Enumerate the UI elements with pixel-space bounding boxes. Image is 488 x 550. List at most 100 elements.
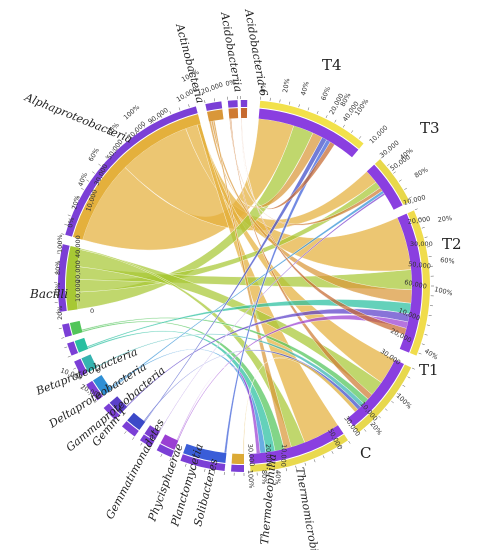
tick-mark bbox=[378, 415, 381, 419]
tick-label: 40,000 bbox=[74, 235, 82, 258]
tick-mark bbox=[424, 334, 428, 336]
tick-mark bbox=[82, 384, 86, 387]
tick-label: 80% bbox=[54, 261, 62, 275]
arc-band-actinobacteria bbox=[205, 101, 223, 111]
tick-mark bbox=[119, 142, 122, 146]
tick-mark bbox=[104, 413, 108, 416]
tick-label: 20,000 bbox=[264, 444, 273, 467]
tick-mark bbox=[151, 119, 154, 123]
arc-gemmatimonadetes bbox=[109, 396, 128, 415]
tick-mark bbox=[418, 352, 422, 355]
tick-mark bbox=[418, 217, 422, 220]
tick-mark bbox=[71, 205, 75, 208]
tick-mark bbox=[348, 440, 351, 444]
tick-mark bbox=[111, 149, 115, 152]
ribbon-deltaproteobacteria-t2 bbox=[86, 299, 412, 348]
tick-label: 60% bbox=[87, 146, 101, 163]
arc-thermomicrobia bbox=[231, 453, 244, 464]
tick-mark bbox=[397, 393, 400, 396]
ribbon-alphaproteobacteria-t1 bbox=[196, 123, 396, 383]
tick-label: 20% bbox=[56, 306, 64, 320]
arc-thermoleophilia bbox=[183, 443, 227, 464]
tick-label: 20,000 bbox=[200, 81, 224, 96]
tick-mark bbox=[398, 179, 402, 182]
tick-mark bbox=[64, 346, 68, 349]
tick-mark bbox=[276, 470, 278, 474]
tick-label: 30,000 bbox=[378, 139, 401, 160]
tick-mark bbox=[148, 447, 151, 451]
arc-betaproteobacteria bbox=[69, 320, 83, 336]
tick-mark bbox=[421, 343, 425, 345]
tick-label: 0% bbox=[225, 78, 237, 88]
tick-mark bbox=[408, 196, 412, 199]
tick-label: 10,000 bbox=[74, 279, 82, 302]
tick-label: 10,000 bbox=[368, 124, 390, 146]
tick-label: 20,000 bbox=[74, 260, 82, 283]
arc-band-solibacteres bbox=[156, 444, 175, 458]
tick-mark bbox=[402, 384, 406, 387]
tick-mark bbox=[124, 431, 127, 434]
tick-mark bbox=[313, 459, 316, 463]
arc-bacilli bbox=[66, 245, 81, 311]
tick-mark bbox=[426, 246, 430, 248]
arc-planctomycetia bbox=[144, 425, 160, 441]
tick-mark bbox=[104, 156, 108, 159]
tick-label: 20% bbox=[437, 214, 452, 224]
tick-label: 0 bbox=[95, 366, 102, 375]
arc-t2 bbox=[397, 213, 422, 353]
tick-label: 100% bbox=[434, 285, 454, 297]
tick-mark bbox=[371, 422, 374, 426]
arc-t3 bbox=[366, 164, 403, 210]
tick-mark bbox=[169, 458, 172, 461]
tick-mark bbox=[134, 130, 137, 133]
sample-label-t4: T4 bbox=[322, 56, 342, 74]
arc-band-thermomicrobia bbox=[231, 464, 244, 472]
tick-label: 60% bbox=[440, 256, 455, 265]
tick-mark bbox=[407, 376, 411, 379]
tick-mark bbox=[111, 420, 115, 423]
tick-label: 80% bbox=[260, 470, 268, 485]
tick-mark bbox=[380, 156, 384, 159]
tick-mark bbox=[391, 400, 394, 404]
tick-mark bbox=[160, 453, 163, 457]
tick-mark bbox=[86, 179, 90, 182]
sample-label-t1: T1 bbox=[419, 361, 439, 379]
class-label-alphaproteobacteria: Alphaproteobacteria bbox=[22, 90, 134, 145]
tick-mark bbox=[384, 408, 388, 411]
arc-solibacteres bbox=[160, 434, 179, 450]
arc-band-gammaproteobacteria bbox=[74, 358, 88, 377]
tick-mark bbox=[285, 468, 287, 472]
arc-t4 bbox=[258, 108, 359, 158]
tick-mark bbox=[414, 208, 418, 211]
tick-mark bbox=[364, 429, 367, 432]
tick-label: 20,000 bbox=[407, 215, 431, 226]
tick-label: 50,000 bbox=[408, 260, 431, 270]
tick-mark bbox=[61, 337, 65, 339]
tick-mark bbox=[298, 104, 300, 108]
sample-label-c: C bbox=[360, 444, 371, 462]
tick-mark bbox=[98, 163, 101, 166]
arc-band-gemmatimonadetes bbox=[103, 403, 120, 420]
arc-acidobacteriia bbox=[228, 108, 239, 119]
tick-mark bbox=[307, 107, 310, 111]
tick-mark bbox=[334, 119, 337, 123]
tick-mark bbox=[178, 107, 181, 111]
tick-mark bbox=[204, 100, 206, 104]
class-label-thermomicrobia: Thermomicrobia bbox=[293, 466, 322, 550]
arc-band-planctomycetia bbox=[139, 434, 155, 448]
tick-mark bbox=[411, 367, 415, 370]
tick-label: 40% bbox=[423, 347, 439, 361]
sample-label-t3: T3 bbox=[420, 119, 440, 137]
tick-label: 20% bbox=[368, 420, 383, 436]
tick-mark bbox=[340, 446, 343, 449]
tick-mark bbox=[342, 124, 345, 128]
tick-label: 40% bbox=[76, 171, 89, 187]
arc-band-acidobacteriia bbox=[227, 100, 238, 108]
tick-mark bbox=[58, 243, 62, 245]
tick-mark bbox=[358, 136, 362, 139]
tick-label: 80% bbox=[413, 166, 430, 180]
arc-alphaproteobacteria bbox=[72, 114, 201, 240]
tick-label: 20% bbox=[281, 78, 291, 94]
tick-label: 0 bbox=[90, 307, 94, 315]
